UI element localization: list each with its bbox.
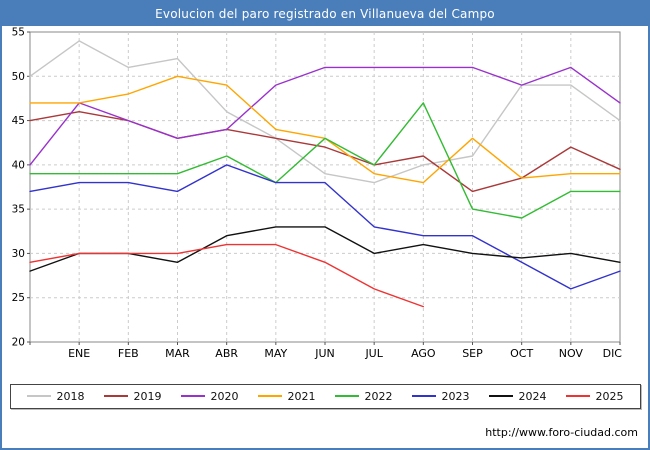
x-tick-label: AGO xyxy=(411,347,436,360)
page-title: Evolucion del paro registrado en Villanu… xyxy=(155,7,495,21)
x-tick-label: SEP xyxy=(462,347,483,360)
chart: 20 25 30 35 40 45 50 55 ENE FEB MAR ABR MAY JUN JUL AGO… xyxy=(2,26,648,376)
footer-url[interactable]: http://www.foro-ciudad.com xyxy=(485,425,638,439)
x-tick-label: NOV xyxy=(559,347,584,360)
legend-swatch xyxy=(334,395,359,397)
plot-area xyxy=(29,31,621,343)
plot-svg: 20 25 30 35 40 45 50 55 ENE FEB MAR ABR MAY JUN JUL AGO… xyxy=(12,27,623,361)
x-tick-label: MAR xyxy=(165,347,190,360)
legend-item-2023: 2023 xyxy=(411,389,470,403)
x-tick-label: OCT xyxy=(510,347,533,360)
legend-swatch xyxy=(565,395,590,397)
legend-label: 2025 xyxy=(595,389,624,403)
legend-label: 2018 xyxy=(56,389,85,403)
legend-swatch xyxy=(411,395,436,397)
y-tick-label: 30 xyxy=(12,248,25,260)
legend-swatch xyxy=(488,395,513,397)
y-tick-label: 35 xyxy=(12,204,25,216)
legend-item-2022: 2022 xyxy=(334,389,393,403)
y-tick-label: 45 xyxy=(12,115,25,127)
legend-item-2020: 2020 xyxy=(180,389,239,403)
legend-label: 2022 xyxy=(364,389,393,403)
series-line-2022 xyxy=(29,102,621,219)
x-tick-label: FEB xyxy=(118,347,139,360)
legend-swatch xyxy=(257,395,282,397)
series-line-2023 xyxy=(29,164,621,290)
legend-label: 2023 xyxy=(441,389,470,403)
footer: http://www.foro-ciudad.com xyxy=(2,416,648,448)
legend-label: 2020 xyxy=(210,389,239,403)
legend-label: 2019 xyxy=(133,389,162,403)
legend-swatch xyxy=(103,395,128,397)
x-tick-label: MAY xyxy=(264,347,287,360)
y-tick-label: 50 xyxy=(12,71,25,83)
x-tick-label: JUN xyxy=(314,347,335,360)
y-tick-label: 25 xyxy=(12,292,25,304)
legend-swatch xyxy=(180,395,205,397)
legend-label: 2021 xyxy=(287,389,316,403)
x-tick-label: ABR xyxy=(215,347,238,360)
legend-item-2018: 2018 xyxy=(26,389,85,403)
legend-swatch xyxy=(26,395,51,397)
x-tick-label: ENE xyxy=(68,347,90,360)
legend-label: 2024 xyxy=(518,389,547,403)
legend-item-2021: 2021 xyxy=(257,389,316,403)
x-tick-label: DIC xyxy=(603,347,623,360)
y-tick-label: 55 xyxy=(12,27,25,39)
x-tick-label: JUL xyxy=(364,347,383,360)
legend-item-2025: 2025 xyxy=(565,389,624,403)
series-line-2025 xyxy=(29,243,424,308)
legend-item-2019: 2019 xyxy=(103,389,162,403)
legend: 2018 2019 2020 2021 2022 2023 2024 2025 xyxy=(9,383,641,409)
legend-item-2024: 2024 xyxy=(488,389,547,403)
y-tick-label: 40 xyxy=(12,159,25,171)
y-tick-label: 20 xyxy=(12,337,25,349)
series-line-2020 xyxy=(29,66,621,166)
title-bar: Evolucion del paro registrado en Villanu… xyxy=(2,2,648,26)
legend-row: 2018 2019 2020 2021 2022 2023 2024 2025 xyxy=(2,376,648,416)
